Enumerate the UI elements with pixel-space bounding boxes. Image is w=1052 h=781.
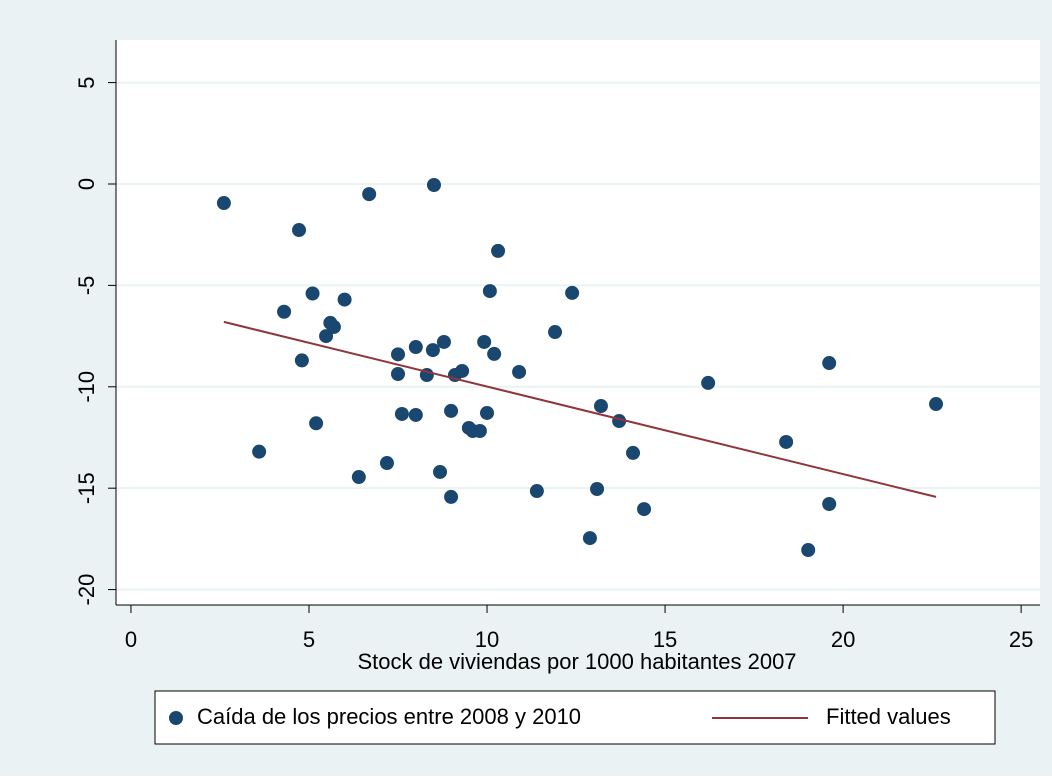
y-tick-label: -5 [74,276,99,296]
x-tick-label: 5 [303,627,315,652]
data-point [425,343,440,358]
x-axis-title: Stock de viviendas por 1000 habitantes 2… [357,649,796,674]
data-point [408,340,423,355]
fit-line [223,320,937,498]
data-point [436,334,451,349]
x-tick-label: 15 [653,627,677,652]
data-point [294,353,309,368]
data-point [362,187,377,202]
data-point [593,399,608,414]
legend-label: Fitted values [826,704,951,729]
data-point [701,375,716,390]
plot-area [116,40,1040,605]
data-point [482,284,497,299]
x-tick-label: 20 [831,627,855,652]
data-point [822,497,837,512]
data-point [379,456,394,471]
y-tick-label: -15 [74,472,99,504]
y-tick-label: -10 [74,371,99,403]
data-point [337,292,352,307]
data-point [548,325,563,340]
data-point [394,406,409,421]
data-point [801,543,816,558]
x-tick-label: 25 [1009,627,1033,652]
data-point [512,364,527,379]
data-point [477,334,492,349]
data-point [582,531,597,546]
data-point [491,243,506,258]
data-point [565,285,580,300]
data-point [216,196,231,211]
x-tick-label: 0 [125,627,137,652]
data-point [444,489,459,504]
data-point [455,363,470,378]
x-tick-label: 10 [475,627,499,652]
y-tick-label: 0 [74,178,99,190]
data-point [309,416,324,431]
legend-label: Caída de los precios entre 2008 y 2010 [197,704,581,729]
y-tick-label: 5 [74,76,99,88]
data-point [626,445,641,460]
y-tick-label: -20 [74,574,99,606]
data-point [391,367,406,382]
legend-swatch [169,711,183,725]
data-point [779,434,794,449]
data-point [426,178,441,193]
data-point [480,405,495,420]
data-point [391,347,406,362]
data-point [277,304,292,319]
data-point [319,329,334,344]
data-point [305,286,320,301]
data-point [408,407,423,422]
data-point [351,470,366,485]
legend [154,690,996,745]
data-point [822,356,837,371]
data-point [929,397,944,412]
data-point [433,464,448,479]
data-point [252,444,267,459]
data-point [444,403,459,418]
data-point [472,423,487,438]
data-point [487,346,502,361]
data-point [590,481,605,496]
data-point [637,502,652,517]
data-point [529,484,544,499]
data-point [326,319,341,334]
data-point [292,223,307,238]
